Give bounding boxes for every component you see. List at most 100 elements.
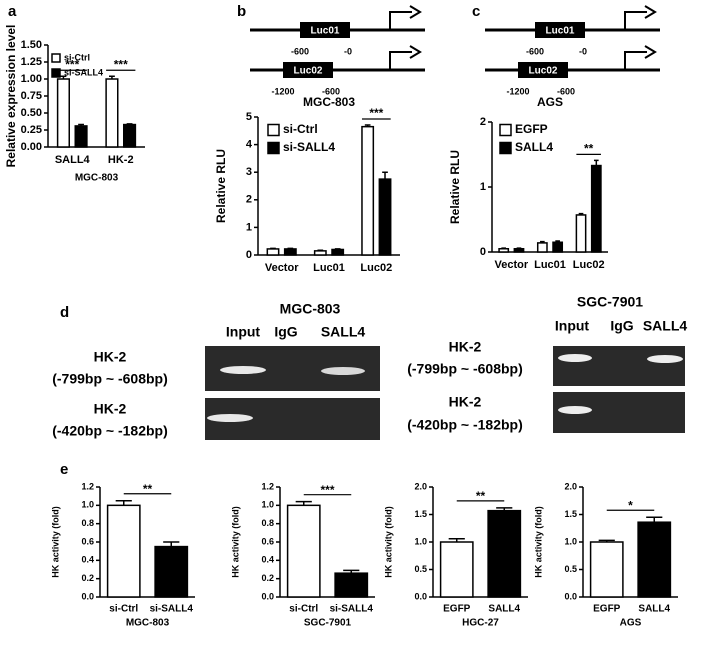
y-tick-label: 3 (246, 166, 252, 178)
error-bar (163, 541, 180, 547)
bar (154, 545, 189, 598)
panel-label: b (237, 3, 246, 20)
significance-label: *** (320, 483, 334, 497)
error-bar (126, 123, 133, 125)
bar (283, 248, 297, 256)
significance-label: ** (584, 142, 594, 156)
construct-end: -0 (579, 46, 587, 56)
x-tick-label: SALL4 (488, 604, 520, 615)
error-bar (496, 507, 513, 511)
legend-swatch (267, 141, 280, 155)
error-bar (364, 124, 371, 127)
error-bar (109, 75, 115, 79)
error-bar (78, 123, 84, 126)
legend-swatch (267, 123, 280, 137)
row-label: (-420bp ~ -182bp) (407, 417, 523, 433)
error-bar (593, 159, 599, 166)
error-bar (343, 569, 360, 574)
row-label: HK-2 (449, 394, 482, 410)
construct-end: -0 (344, 46, 352, 56)
row-label: (-420bp ~ -182bp) (52, 423, 168, 439)
legend-swatch (499, 123, 512, 137)
bar (334, 572, 369, 598)
tss-arrowhead (409, 45, 422, 59)
bar (56, 78, 71, 148)
panel-label: c (472, 3, 480, 20)
significance-label: *** (369, 106, 383, 120)
row-label: HK-2 (94, 349, 127, 365)
lane-label: Input (226, 324, 261, 340)
x-tick-label: EGFP (593, 604, 621, 615)
x-tick-label: si-Ctrl (109, 604, 138, 615)
construct-label: Luc02 (529, 66, 558, 77)
bar (378, 178, 392, 256)
gel-images (205, 346, 685, 440)
bar (487, 509, 522, 598)
chart-title: AGS (537, 95, 563, 109)
y-tick-label: 0.50 (21, 107, 42, 119)
y-axis-label: HK activity (fold) (383, 506, 393, 578)
bar (313, 250, 327, 256)
legend-label: si-Ctrl (64, 52, 90, 62)
y-axis-label: Relative RLU (448, 150, 462, 224)
construct-start: -600 (526, 46, 544, 56)
x-axis-label: HGC-27 (462, 618, 499, 629)
gel (553, 346, 685, 386)
y-tick-label: 1.25 (21, 56, 42, 68)
x-tick-label: HK-2 (108, 154, 134, 166)
y-tick-label: 0.0 (81, 591, 94, 601)
construct-label: Luc01 (546, 26, 575, 37)
construct-end: -600 (322, 86, 340, 96)
x-axis-label: MGC-803 (126, 618, 170, 629)
x-tick-label: SALL4 (638, 604, 670, 615)
y-tick-label: 1.0 (564, 536, 577, 546)
tss-arrowhead (644, 5, 657, 19)
x-tick-label: Luc02 (360, 262, 392, 274)
y-tick-label: 2 (246, 194, 252, 206)
y-tick-label: 1.5 (414, 509, 427, 519)
error-bar (115, 500, 132, 506)
construct-end: -600 (557, 86, 575, 96)
y-tick-label: 5 (246, 111, 252, 123)
legend-swatch (499, 141, 512, 155)
y-tick-label: 0.5 (414, 564, 427, 574)
gel-band (220, 366, 266, 374)
bar (74, 125, 88, 148)
y-tick-label: 0.75 (21, 90, 42, 102)
bar (575, 214, 587, 253)
error-bar (287, 247, 294, 250)
y-tick-label: 1.0 (261, 500, 274, 510)
bar (106, 504, 141, 598)
legend-label: EGFP (515, 122, 548, 136)
y-tick-label: 1 (246, 221, 252, 233)
legend-label: si-SALL4 (283, 140, 335, 154)
y-tick-label: 0.4 (81, 555, 94, 565)
bar (266, 248, 280, 256)
x-tick-label: EGFP (443, 604, 471, 615)
y-tick-label: 0.0 (261, 591, 274, 601)
construct-label: Luc02 (294, 66, 323, 77)
bar (590, 164, 602, 253)
chart-title: MGC-803 (303, 95, 355, 109)
tss-arrowhead (644, 45, 657, 59)
y-tick-label: 0.8 (81, 518, 94, 528)
significance-label: ** (476, 489, 486, 503)
y-tick-label: 0.00 (21, 141, 42, 153)
gel-title: MGC-803 (280, 301, 341, 317)
x-tick-label: si-SALL4 (150, 604, 194, 615)
error-bar (501, 247, 507, 249)
error-bar (382, 171, 388, 180)
gel-band (207, 414, 253, 422)
panel-label: e (60, 461, 68, 478)
error-bar (60, 75, 67, 79)
error-bar (540, 240, 545, 243)
error-bar (270, 247, 276, 250)
y-tick-label: 0.0 (564, 591, 577, 601)
y-tick-label: 2 (480, 116, 486, 128)
y-tick-label: 0.8 (261, 518, 274, 528)
lane-label: Input (555, 318, 590, 334)
tss-arrowhead (409, 5, 422, 19)
y-tick-label: 1.2 (261, 481, 274, 491)
construct-label: Luc01 (311, 26, 340, 37)
error-bar (578, 212, 584, 215)
